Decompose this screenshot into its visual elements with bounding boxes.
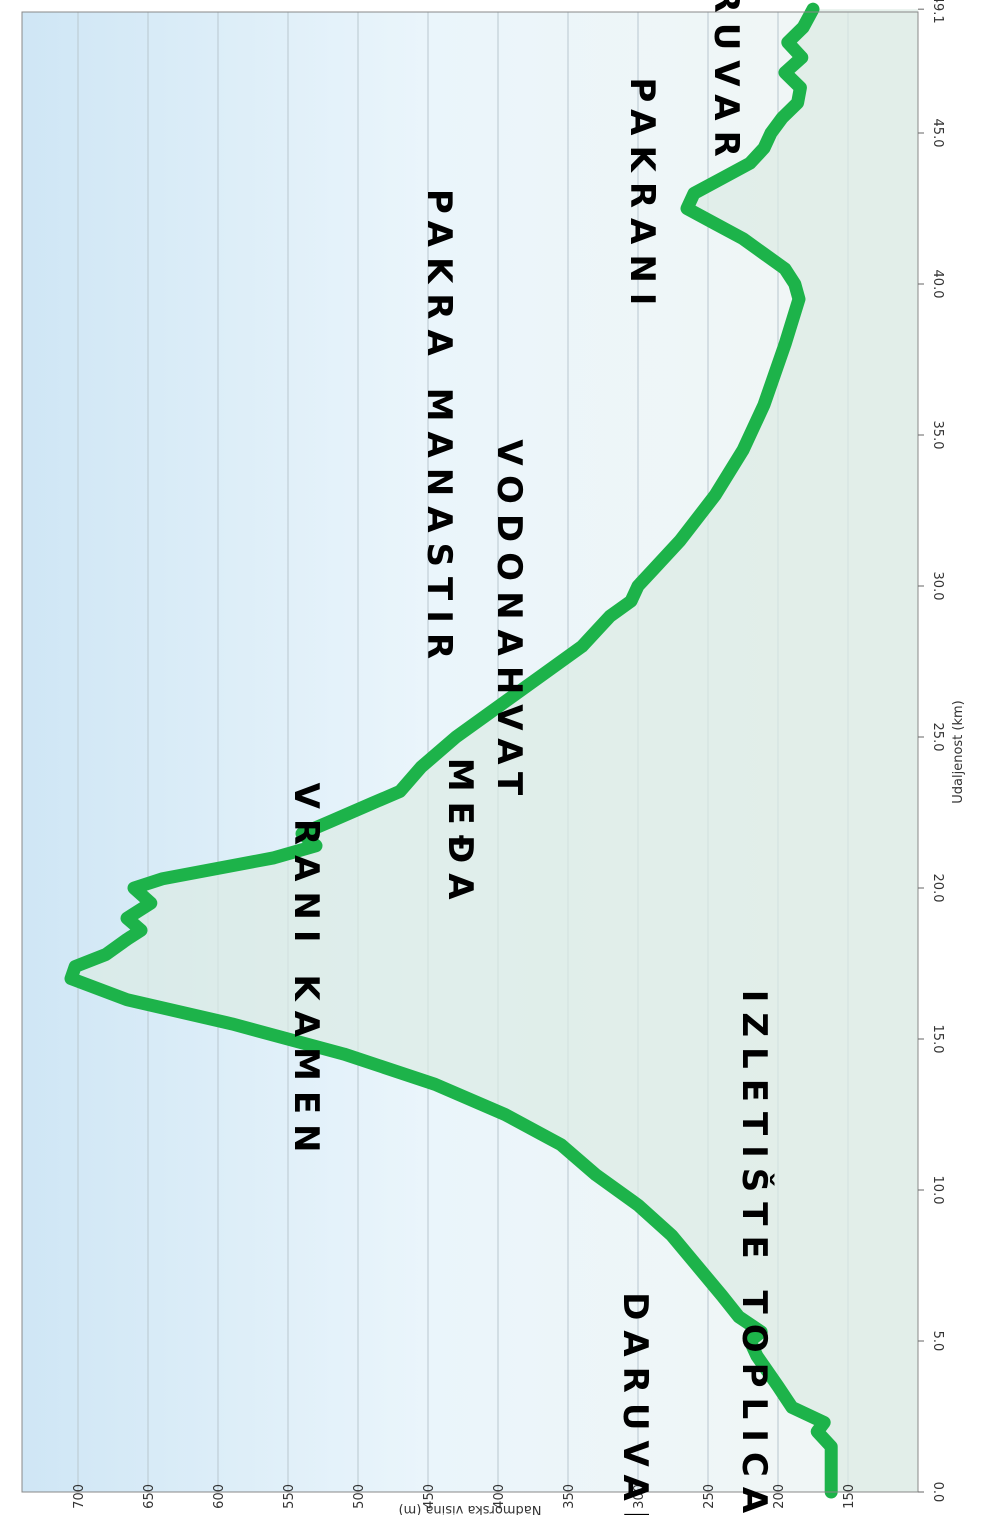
plot-frame: [21, 11, 919, 1493]
x-tick-label: 30.0: [930, 572, 945, 601]
x-tick-label: 35.0: [930, 421, 945, 450]
elevation-area-fill: [71, 9, 918, 1493]
x-tick-label: 15.0: [930, 1025, 945, 1054]
y-axis-ticks: 150 200 250 300 350 400 450 500 550 600 650 700: [72, 1484, 857, 1509]
x-axis-title: Udaljenost (km): [951, 700, 966, 804]
y-axis-title: Nadmorska visina (m): [399, 1502, 542, 1515]
y-tick-label: 650: [142, 1484, 157, 1509]
y-tick-label: 350: [562, 1484, 577, 1509]
x-tick-label: 10.0: [930, 1176, 945, 1205]
x-tick-label: 0.0: [930, 1482, 945, 1503]
place-label: MEĐA: [440, 758, 480, 910]
y-tick-label: 400: [492, 1484, 507, 1509]
y-tick-label: 500: [352, 1484, 367, 1509]
x-tick-label: 49.1: [930, 0, 945, 24]
y-tick-label: 250: [702, 1484, 717, 1509]
x-tick-label: 5.0: [930, 1331, 945, 1352]
x-tick-label: 20.0: [930, 874, 945, 903]
elevation-line: [64, 2, 838, 1499]
place-label: PAKRA MANASTIR: [419, 189, 459, 669]
x-tick-label: 40.0: [930, 270, 945, 299]
place-label: DARUVAR: [615, 1292, 655, 1515]
x-tick-label: 45.0: [930, 119, 945, 148]
place-label: VRANI KAMEN: [286, 783, 326, 1163]
x-tick-label: 25.0: [930, 723, 945, 752]
y-tick-label: 550: [282, 1484, 297, 1509]
y-tick-label: 150: [842, 1484, 857, 1509]
place-label: DARUVAR: [706, 0, 746, 167]
x-axis-ticks: 0.0 5.0 10.0 15.0 20.0 25.0 30.0 35.0 40.0 45.0 49…: [918, 0, 945, 1502]
place-label: IZLETIŠTE TOPLICA: [734, 990, 775, 1515]
place-label: VODONAHVAT: [489, 439, 529, 805]
y-tick-label: 700: [72, 1484, 87, 1509]
place-labels: DARUVAR IZLETIŠTE TOPLICA VRANI KAMEN MEĐAV…: [286, 0, 775, 1519]
y-tick-label: 600: [212, 1484, 227, 1509]
y-tick-label: 450: [422, 1484, 437, 1509]
y-tick-label: 200: [772, 1484, 787, 1509]
place-label: PAKRANI: [622, 77, 662, 315]
y-tick-label: 300: [632, 1484, 647, 1509]
